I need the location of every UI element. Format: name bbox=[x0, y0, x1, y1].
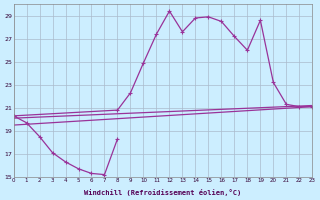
X-axis label: Windchill (Refroidissement éolien,°C): Windchill (Refroidissement éolien,°C) bbox=[84, 189, 242, 196]
